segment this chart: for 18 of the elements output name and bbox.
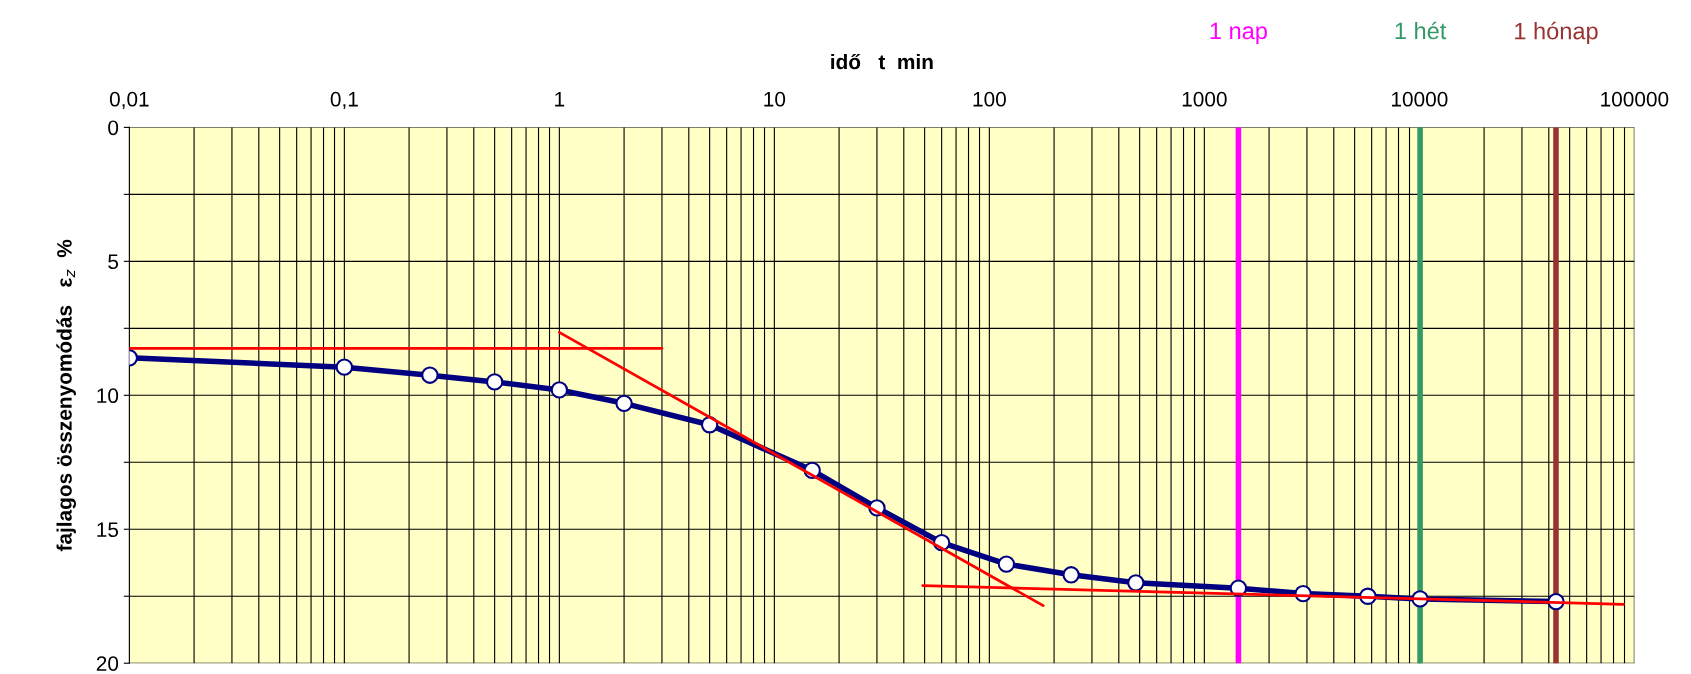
y-tick-label: 20	[96, 656, 119, 671]
y-axis-title: fajlagos összenyomódás ε$_{z}$ %	[56, 239, 77, 552]
x-tick-label: 100000	[1601, 91, 1669, 107]
y-tick-label: 10	[97, 388, 119, 404]
x-tick-label: 10000	[1391, 91, 1448, 107]
x-tick-label: 0,1	[330, 91, 358, 110]
x-axis-title: idő t min	[831, 53, 933, 70]
y-tick-label: 15	[97, 522, 119, 538]
ref-line-label: 1 nap	[1210, 22, 1267, 44]
y-tick-label: 0	[108, 120, 119, 136]
x-tick-label: 100	[973, 91, 1006, 107]
x-tick-label: 0,01	[109, 91, 149, 110]
x-tick-label: 1000	[1182, 91, 1227, 107]
ref-line-label: 1 hónap	[1515, 21, 1598, 45]
ref-line-label: 1 hét	[1395, 21, 1447, 40]
x-tick-label: 1	[555, 92, 565, 107]
x-tick-label: 10	[764, 91, 786, 107]
y-tick-label: 5	[108, 254, 119, 270]
